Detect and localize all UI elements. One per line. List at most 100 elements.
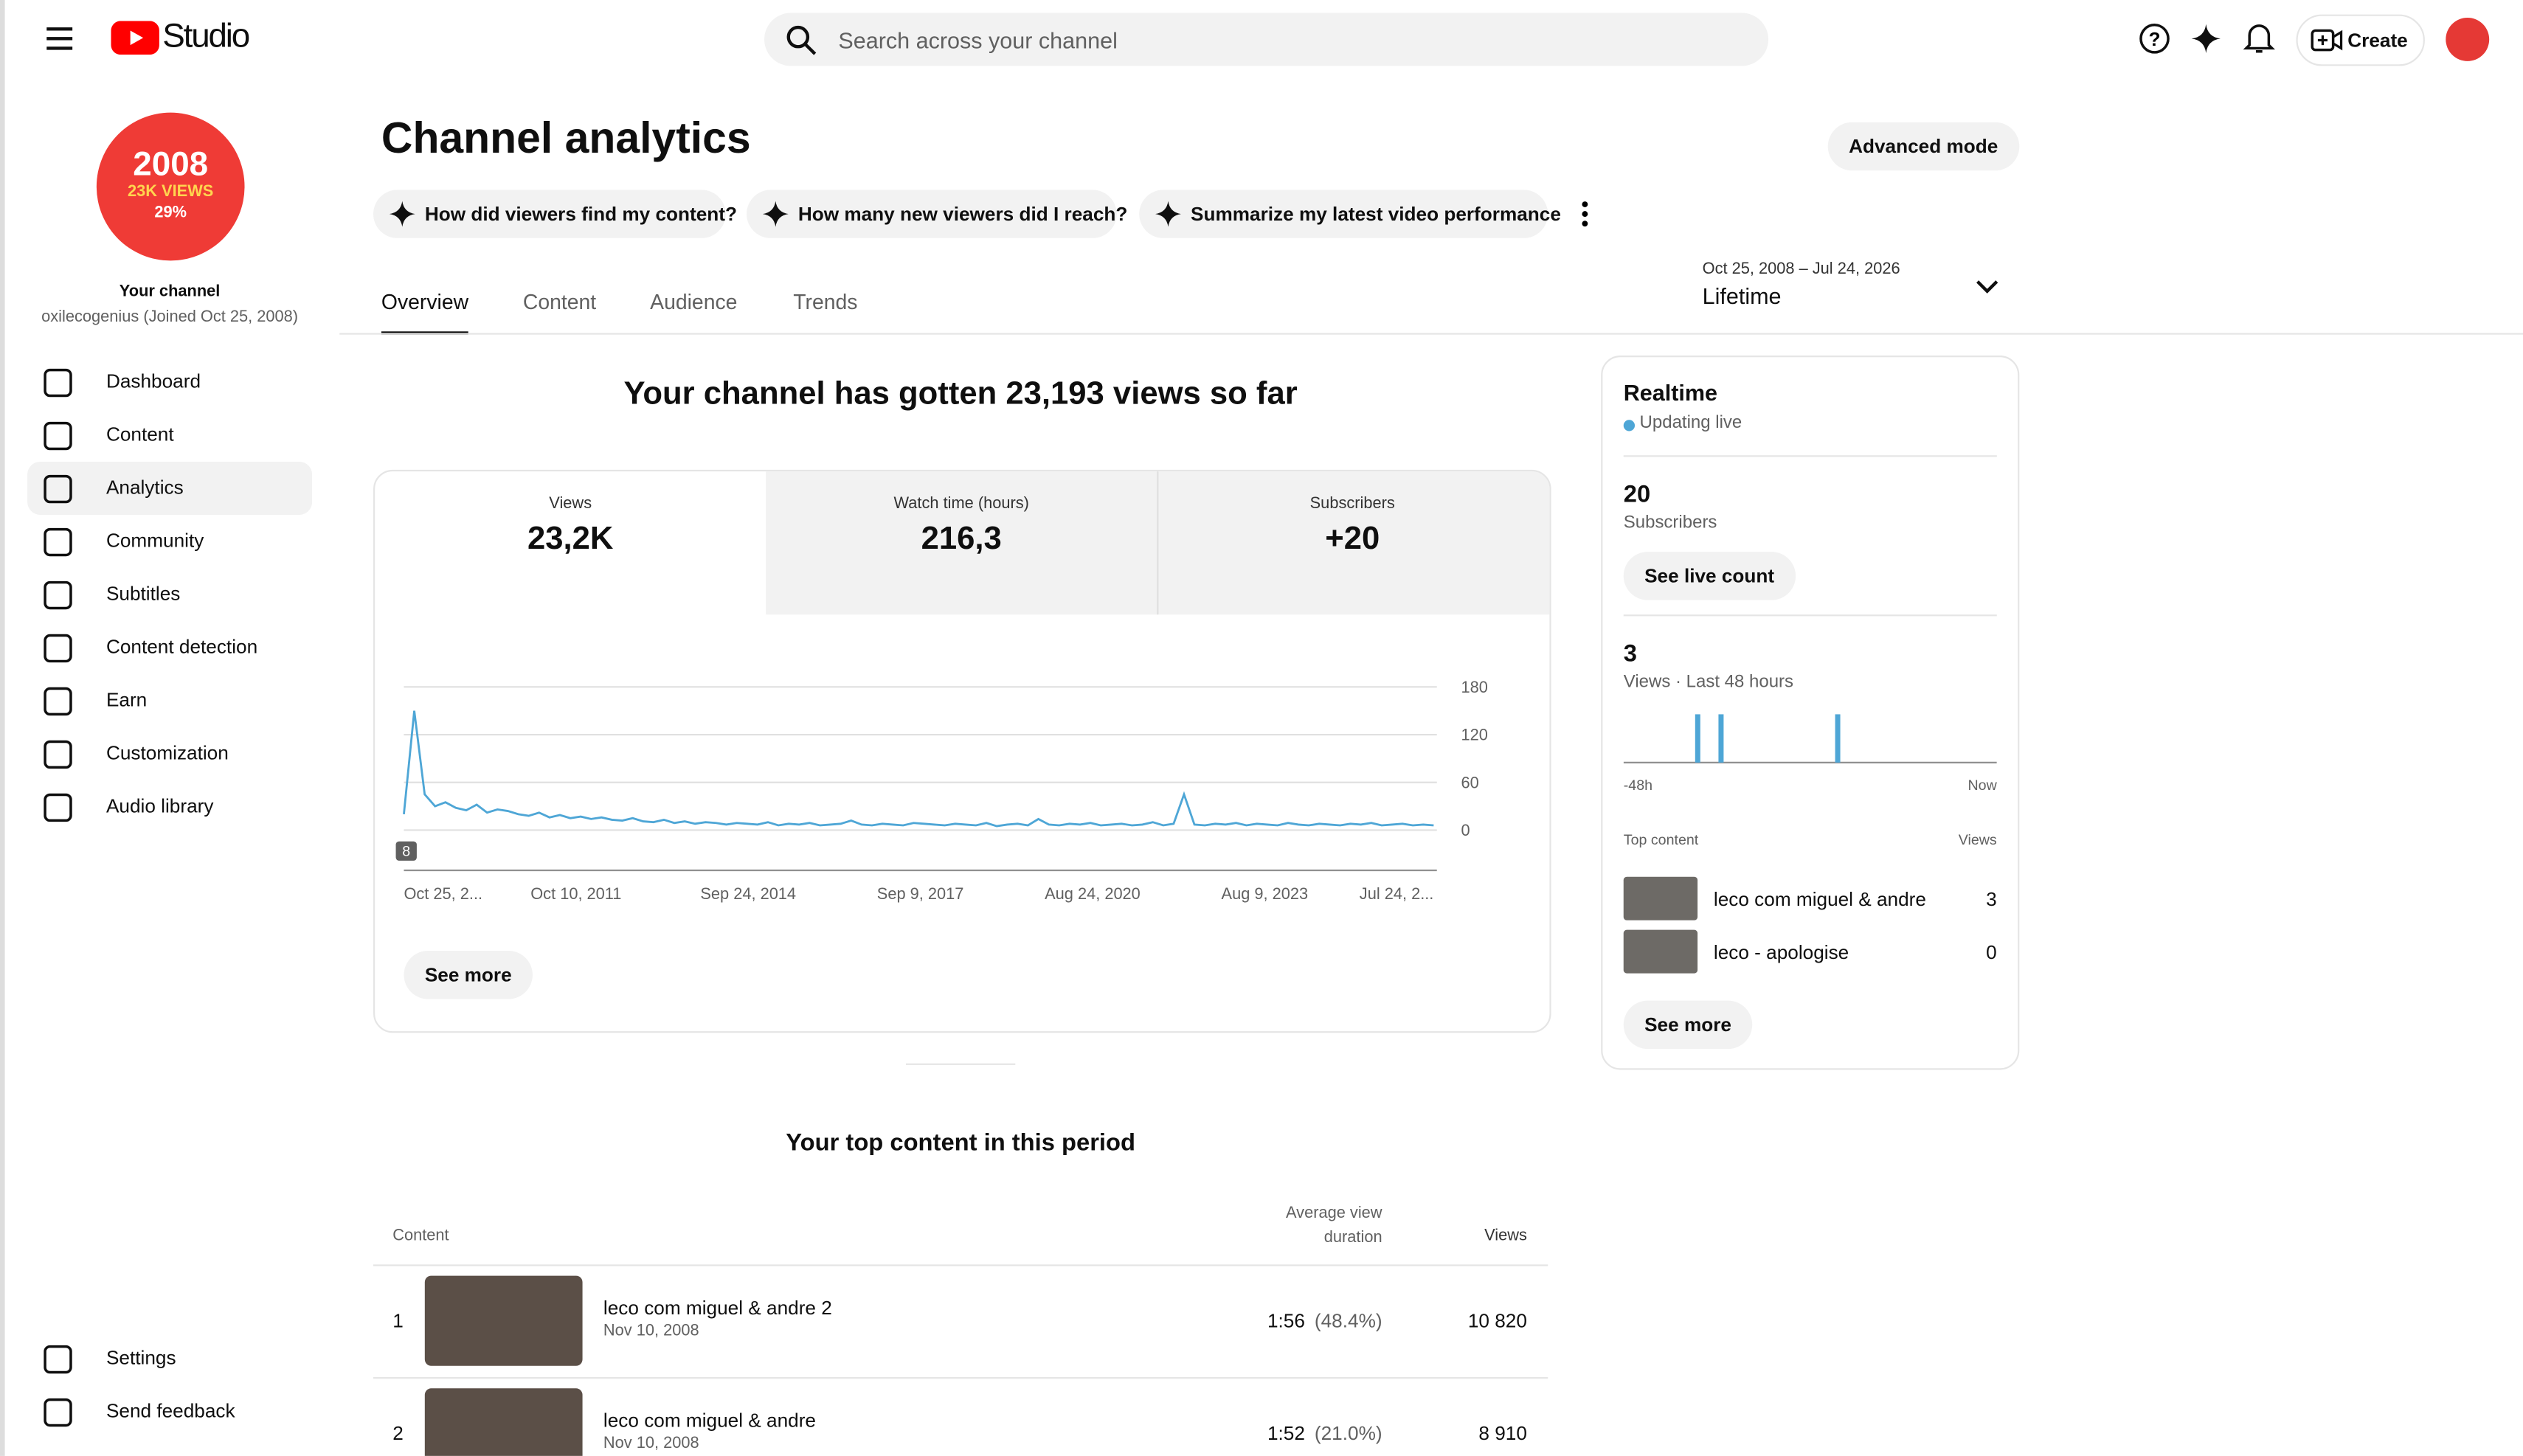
- icon-shape: [1155, 201, 1181, 227]
- views-label: Views · Last 48 hours: [1623, 672, 1794, 692]
- nav-item[interactable]: Content detection: [27, 621, 312, 674]
- menu-icon[interactable]: [44, 23, 76, 55]
- nav-item[interactable]: Analytics: [27, 461, 313, 515]
- nav-item[interactable]: Settings: [27, 1332, 312, 1385]
- more-icon[interactable]: [1579, 199, 1591, 228]
- live-count-button[interactable]: See live count: [1623, 552, 1796, 600]
- marker-label: 8: [402, 843, 410, 859]
- tab[interactable]: Overview: [381, 289, 469, 314]
- avatar-line: 29%: [154, 204, 187, 222]
- prompt-label: Summarize my latest video performance: [1191, 202, 1561, 226]
- metric-label: Watch time (hours): [893, 495, 1029, 513]
- x-tick-label: Aug 9, 2023: [1222, 884, 1309, 903]
- search-box[interactable]: Search across your channel: [764, 13, 1769, 66]
- live-dot: [1623, 420, 1636, 431]
- dropdown-icon[interactable]: [1974, 277, 2000, 296]
- channel-sub: oxilecogenius (Joined Oct 25, 2008): [41, 308, 299, 327]
- nav-item[interactable]: Community: [27, 515, 312, 568]
- nav-icon: [44, 580, 72, 610]
- search-placeholder: Search across your channel: [838, 27, 1118, 53]
- item-title[interactable]: leco com miguel & andre: [1713, 887, 1926, 911]
- nav-item[interactable]: Content: [27, 409, 312, 462]
- y-tick-label: 60: [1461, 773, 1478, 791]
- sparkle-icon[interactable]: [2190, 23, 2223, 55]
- svg-text:?: ?: [2149, 28, 2161, 50]
- nav-item[interactable]: Earn: [27, 674, 312, 727]
- nav-item[interactable]: Subtitles: [27, 568, 312, 621]
- nav-label: Community: [105, 529, 204, 552]
- video-title[interactable]: leco com miguel & andre 2: [603, 1296, 832, 1320]
- item-views: 3: [1986, 887, 1997, 911]
- realtime-title: Realtime: [1623, 379, 1718, 406]
- nav-item[interactable]: Send feedback: [27, 1385, 312, 1438]
- views-count: 3: [1623, 640, 1637, 668]
- prompt-chip[interactable]: How did viewers find my content?: [373, 190, 737, 238]
- nav-label: Content: [105, 423, 174, 446]
- advanced-mode-button[interactable]: Advanced mode: [1827, 122, 2019, 171]
- nav-icon: [44, 634, 72, 663]
- prompt-chip[interactable]: Summarize my latest video performance: [1139, 190, 1561, 238]
- brand[interactable]: Studio: [162, 17, 250, 55]
- nav-item[interactable]: Audio library: [27, 780, 312, 833]
- col-header: Content: [392, 1227, 449, 1246]
- views: 10 820: [1467, 1309, 1527, 1332]
- item-title[interactable]: leco - apologise: [1713, 940, 1849, 964]
- col-header: Views: [1484, 1227, 1527, 1246]
- icon-shape: [44, 793, 72, 822]
- logo-icon[interactable]: [111, 21, 159, 55]
- prompt-chip[interactable]: How many new viewers did I reach?: [747, 190, 1127, 238]
- x-tick-label: Oct 10, 2011: [530, 884, 621, 903]
- icon-shape: [44, 527, 72, 557]
- tab[interactable]: Audience: [650, 289, 738, 314]
- icon-shape: [762, 201, 789, 227]
- divider: [1157, 471, 1159, 615]
- duration-pct: (48.4%): [1314, 1309, 1382, 1332]
- date-range[interactable]: Oct 25, 2008 – Jul 24, 2026: [1702, 260, 1900, 279]
- thumbnail[interactable]: [1623, 929, 1698, 974]
- nav-label: Customization: [105, 741, 229, 765]
- metric[interactable]: Watch time (hours) 216,3: [766, 471, 1157, 614]
- realtime-status: Updating live: [1639, 413, 1742, 433]
- thumbnail[interactable]: [424, 1388, 583, 1456]
- bell-icon[interactable]: [2243, 21, 2275, 56]
- marker-box: [395, 841, 417, 861]
- period[interactable]: Lifetime: [1702, 282, 1782, 309]
- nav-item[interactable]: Dashboard: [27, 356, 312, 409]
- metric[interactable]: Subscribers +20: [1157, 471, 1548, 614]
- icon-shape: [389, 201, 415, 227]
- rank: 1: [392, 1309, 404, 1332]
- metric-label: Subscribers: [1309, 495, 1395, 513]
- account-avatar[interactable]: [2446, 17, 2490, 61]
- x-tick-label: Oct 25, 2...: [404, 884, 482, 903]
- tab[interactable]: Trends: [793, 289, 858, 314]
- thumbnail[interactable]: [424, 1275, 583, 1366]
- icon-shape: [44, 1398, 72, 1427]
- sparkle-icon: [762, 201, 789, 227]
- create-button[interactable]: Create: [2296, 14, 2425, 66]
- overview-card: Views 23,2K Watch time (hours) 216,3 Subscri…: [373, 469, 1551, 1033]
- see-more-button[interactable]: See more: [1623, 1000, 1753, 1050]
- bar: [1718, 714, 1724, 763]
- video-title[interactable]: leco com miguel & andre: [603, 1409, 816, 1432]
- nav-icon: [44, 687, 72, 716]
- nav-item[interactable]: Customization: [27, 727, 312, 780]
- help-icon[interactable]: ?: [2139, 23, 2171, 55]
- row-divider: [373, 1377, 1548, 1379]
- views-line: [403, 710, 1434, 828]
- see-more-button[interactable]: See more: [404, 951, 533, 999]
- channel-avatar[interactable]: 2008 23K VIEWS 29%: [96, 112, 245, 261]
- thumbnail[interactable]: [1623, 876, 1698, 921]
- duration: 1:56: [1267, 1309, 1305, 1332]
- nav-label: Earn: [105, 688, 148, 712]
- rank: 2: [392, 1422, 404, 1445]
- bar: [1835, 714, 1841, 763]
- y-tick-label: 120: [1461, 726, 1487, 744]
- views-col: Views: [1958, 831, 1997, 848]
- icon-shape: [44, 474, 72, 504]
- tab[interactable]: Content: [522, 289, 597, 314]
- metric-value: +20: [1325, 521, 1380, 557]
- bar: [1695, 714, 1700, 763]
- metric[interactable]: Views 23,2K: [375, 471, 766, 614]
- create-icon: [2311, 29, 2343, 52]
